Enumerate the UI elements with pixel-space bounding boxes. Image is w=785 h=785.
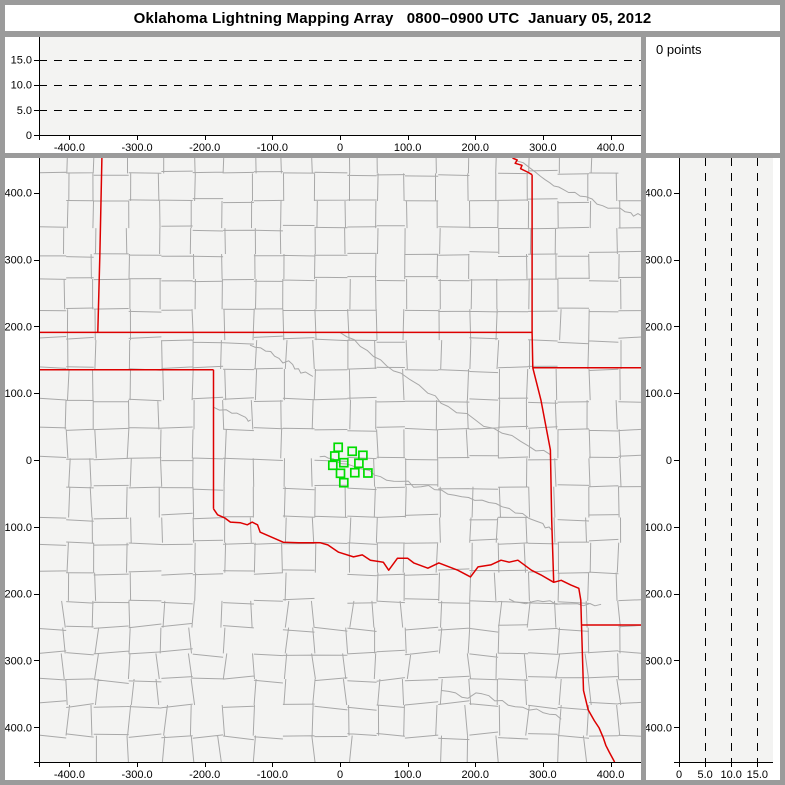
title-bar: Oklahoma Lightning Mapping Array 0800–09… <box>5 5 780 31</box>
svg-text:-200.0: -200.0 <box>189 769 220 780</box>
svg-text:0: 0 <box>666 455 672 467</box>
svg-text:400.0: 400.0 <box>597 142 625 153</box>
svg-text:-200.0: -200.0 <box>189 142 220 153</box>
height-ew-panel: -400.0 -300.0 -200.0 -100.0 0 100.0 200.0 300.0… <box>5 37 641 153</box>
svg-text:-300.0: -300.0 <box>5 655 32 667</box>
svg-text:100.0: 100.0 <box>646 388 672 400</box>
svg-text:5.0: 5.0 <box>697 769 712 780</box>
svg-text:-100.0: -100.0 <box>646 522 672 534</box>
svg-text:-100.0: -100.0 <box>257 769 288 780</box>
svg-text:-300.0: -300.0 <box>646 655 672 667</box>
altitude-gridlines <box>705 158 758 762</box>
station-markers <box>327 442 373 488</box>
svg-text:15.0: 15.0 <box>11 55 32 67</box>
altitude-gridlines <box>39 60 641 111</box>
svg-text:-300.0: -300.0 <box>121 769 152 780</box>
lma-station-marker <box>338 477 349 488</box>
lma-station-marker <box>363 468 373 478</box>
svg-text:200.0: 200.0 <box>646 321 672 333</box>
svg-text:0: 0 <box>676 769 682 780</box>
lma-station-marker <box>329 451 340 461</box>
tick-labels: 0 5.0 10.0 15.0 -400.0 -300.0 -200.0 -100.0 0 100… <box>646 188 768 780</box>
lma-station-marker <box>335 468 346 479</box>
svg-text:-400.0: -400.0 <box>54 142 85 153</box>
svg-text:-100.0: -100.0 <box>257 142 288 153</box>
svg-text:15.0: 15.0 <box>747 769 768 780</box>
svg-text:200.0: 200.0 <box>5 321 32 333</box>
svg-text:-200.0: -200.0 <box>5 589 32 601</box>
lma-station-marker <box>338 457 349 468</box>
svg-text:-400.0: -400.0 <box>5 722 32 734</box>
svg-text:300.0: 300.0 <box>529 769 557 780</box>
svg-text:300.0: 300.0 <box>529 142 557 153</box>
svg-text:200.0: 200.0 <box>462 142 490 153</box>
plan-view-plot[interactable]: -400.0 -300.0 -200.0 -100.0 0 100.0 200.0 300.0… <box>5 158 641 780</box>
county-lines <box>39 158 641 762</box>
plan-view-panel: -400.0 -300.0 -200.0 -100.0 0 100.0 200.0 300.0… <box>5 158 641 780</box>
lma-station-marker <box>354 458 364 469</box>
height-ns-panel: 0 5.0 10.0 15.0 -400.0 -300.0 -200.0 -100.0 0 100… <box>646 158 780 780</box>
plot-background <box>679 158 773 762</box>
svg-text:5.0: 5.0 <box>17 105 32 117</box>
svg-text:-400.0: -400.0 <box>646 722 672 734</box>
lma-station-marker <box>327 460 338 471</box>
svg-text:300.0: 300.0 <box>5 255 32 267</box>
points-panel: 0 points <box>646 37 780 153</box>
window-title: Oklahoma Lightning Mapping Array 0800–09… <box>133 9 652 27</box>
svg-text:10.0: 10.0 <box>11 80 32 92</box>
svg-text:-400.0: -400.0 <box>54 769 85 780</box>
height-ns-plot[interactable]: 0 5.0 10.0 15.0 -400.0 -300.0 -200.0 -100.0 0 100… <box>646 158 780 780</box>
height-ew-plot[interactable]: -400.0 -300.0 -200.0 -100.0 0 100.0 200.0 300.0… <box>5 37 641 153</box>
svg-text:400.0: 400.0 <box>597 769 625 780</box>
svg-text:0: 0 <box>26 130 32 142</box>
points-count-label: 0 points <box>656 42 702 57</box>
lma-station-marker <box>347 446 358 457</box>
svg-text:200.0: 200.0 <box>462 769 490 780</box>
tick-labels: -400.0 -300.0 -200.0 -100.0 0 100.0 200.0 300.0… <box>11 55 625 153</box>
svg-text:100.0: 100.0 <box>394 142 422 153</box>
axes <box>34 37 641 140</box>
lma-station-marker <box>349 467 360 478</box>
svg-text:100.0: 100.0 <box>394 769 422 780</box>
svg-text:-200.0: -200.0 <box>646 589 672 601</box>
svg-text:10.0: 10.0 <box>721 769 742 780</box>
svg-text:300.0: 300.0 <box>646 255 672 267</box>
svg-text:400.0: 400.0 <box>5 188 32 200</box>
state-border-lines <box>39 158 641 762</box>
svg-text:100.0: 100.0 <box>5 388 32 400</box>
svg-text:-300.0: -300.0 <box>121 142 152 153</box>
svg-text:400.0: 400.0 <box>646 188 672 200</box>
tick-labels: -400.0 -300.0 -200.0 -100.0 0 100.0 200.0 300.0… <box>5 188 624 780</box>
axes <box>34 158 641 767</box>
svg-text:0: 0 <box>337 769 343 780</box>
svg-text:0: 0 <box>337 142 343 153</box>
svg-text:0: 0 <box>26 455 32 467</box>
river-lines <box>213 160 641 720</box>
axes <box>674 158 773 767</box>
svg-text:-100.0: -100.0 <box>5 522 32 534</box>
